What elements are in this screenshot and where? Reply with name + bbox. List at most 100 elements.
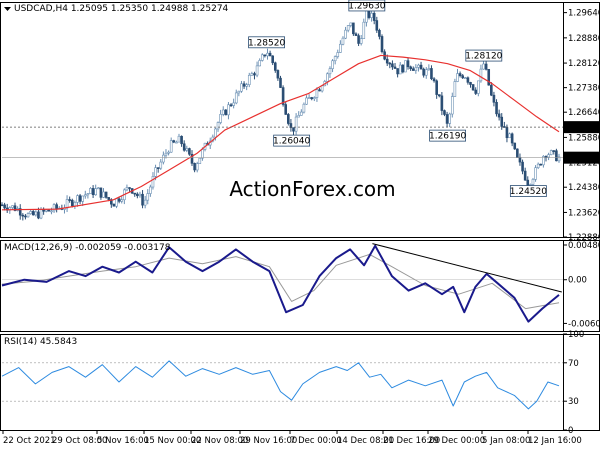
candle-body bbox=[310, 97, 314, 100]
candle-body bbox=[273, 62, 277, 71]
candle-body bbox=[195, 163, 199, 171]
candle-body bbox=[266, 52, 269, 57]
candle-body bbox=[91, 188, 95, 196]
candle-body bbox=[188, 148, 191, 155]
candle-body bbox=[219, 114, 222, 123]
candle-body bbox=[86, 193, 90, 196]
price-annotation-label: 1.28120 bbox=[465, 52, 502, 62]
support-level-tag-label: 1.26190 bbox=[567, 124, 600, 134]
price-annotation-box bbox=[348, 0, 386, 12]
candle-body bbox=[547, 154, 550, 158]
x-axis-tick-label: 5 Jan 08:00 bbox=[482, 436, 530, 446]
candle-body bbox=[11, 205, 14, 208]
last-price-tag-label: 1.25274 bbox=[567, 154, 600, 164]
candle-body bbox=[424, 69, 428, 76]
candle-body bbox=[318, 89, 321, 92]
price-panel-frame bbox=[0, 2, 600, 238]
candle-body bbox=[255, 65, 259, 76]
candle-body bbox=[357, 35, 360, 44]
candle-body bbox=[463, 77, 467, 80]
candle-body bbox=[253, 73, 256, 76]
x-axis-tick-label: 22 Oct 2021 bbox=[3, 436, 56, 446]
candle-body bbox=[182, 143, 186, 151]
candle-body bbox=[544, 156, 548, 158]
candle-body bbox=[484, 63, 488, 70]
candle-body bbox=[287, 114, 290, 124]
candle-body bbox=[344, 29, 347, 39]
candle-body bbox=[24, 215, 27, 218]
candle-body bbox=[149, 186, 152, 194]
candle-body bbox=[224, 109, 228, 116]
candle-body bbox=[55, 204, 58, 209]
candle-body bbox=[531, 179, 535, 185]
candle-body bbox=[81, 195, 84, 202]
candle-body bbox=[172, 140, 176, 143]
candle-body bbox=[289, 123, 293, 128]
candle-body bbox=[94, 188, 98, 196]
candle-body bbox=[47, 209, 51, 212]
candle-body bbox=[73, 202, 77, 207]
candle-body bbox=[0, 204, 4, 207]
price-y-tick-label: 1.23620 bbox=[568, 208, 600, 218]
candle-body bbox=[430, 68, 433, 80]
candle-body bbox=[448, 113, 451, 124]
candle-body bbox=[450, 96, 454, 115]
candle-body bbox=[326, 73, 329, 82]
candle-body bbox=[120, 199, 124, 202]
candle-body bbox=[294, 116, 298, 132]
candle-body bbox=[240, 83, 243, 92]
candle-body bbox=[349, 22, 353, 26]
candle-body bbox=[346, 25, 350, 31]
x-axis-tick-label: 29 Oct 08:00 bbox=[52, 436, 107, 446]
candle-body bbox=[411, 68, 415, 71]
candle-body bbox=[216, 122, 220, 130]
candle-body bbox=[229, 104, 233, 107]
price-annotation-label: 1.29630 bbox=[348, 1, 385, 11]
candle-body bbox=[427, 68, 431, 71]
candle-body bbox=[247, 75, 251, 85]
candle-body bbox=[328, 68, 332, 75]
candle-body bbox=[339, 43, 342, 53]
rsi-y-tick-label: 70 bbox=[568, 359, 579, 369]
candle-body bbox=[263, 54, 267, 57]
x-axis-tick-label: 14 Dec 08:00 bbox=[337, 436, 394, 446]
candle-body bbox=[143, 199, 147, 206]
candle-body bbox=[536, 163, 540, 168]
x-axis-tick-label: 5 Nov 16:00 bbox=[97, 436, 149, 446]
price-annotation-box bbox=[248, 36, 285, 49]
candle-body bbox=[466, 77, 470, 83]
macd-y-tick-label: 0.00 bbox=[568, 276, 587, 286]
candle-body bbox=[65, 199, 69, 209]
candle-body bbox=[513, 142, 517, 150]
price-y-tick-label: 1.29640 bbox=[568, 9, 600, 19]
candle-body bbox=[490, 84, 493, 96]
candle-body bbox=[237, 90, 241, 94]
symbol-dropdown-icon bbox=[4, 7, 11, 11]
candle-body bbox=[198, 157, 202, 164]
candle-body bbox=[190, 153, 194, 164]
price-y-tick-label: 1.28120 bbox=[568, 59, 600, 69]
x-axis-tick-label: 21 Dec 16:00 bbox=[383, 436, 440, 446]
candle-body bbox=[417, 64, 420, 68]
candle-body bbox=[500, 116, 504, 127]
candle-body bbox=[354, 33, 358, 36]
candle-body bbox=[250, 73, 254, 76]
candle-body bbox=[21, 214, 25, 217]
candle-body bbox=[227, 104, 230, 116]
candle-body bbox=[76, 195, 79, 203]
candle-body bbox=[414, 67, 418, 71]
candle-body bbox=[385, 58, 389, 64]
candle-body bbox=[29, 211, 32, 214]
candle-body bbox=[177, 135, 181, 143]
candle-body bbox=[555, 150, 558, 162]
x-axis-tick-label: 15 Nov 00:00 bbox=[144, 436, 201, 446]
price-y-tick-label: 1.28880 bbox=[568, 34, 600, 44]
price-y-tick-label: 1.26640 bbox=[568, 108, 600, 118]
macd-y-tick-label: -0.00605 bbox=[568, 319, 600, 329]
candle-body bbox=[245, 84, 248, 87]
candle-body bbox=[159, 161, 163, 169]
candle-body bbox=[435, 80, 438, 95]
candle-body bbox=[284, 104, 288, 115]
candle-body bbox=[167, 151, 170, 154]
candle-body bbox=[110, 199, 113, 205]
